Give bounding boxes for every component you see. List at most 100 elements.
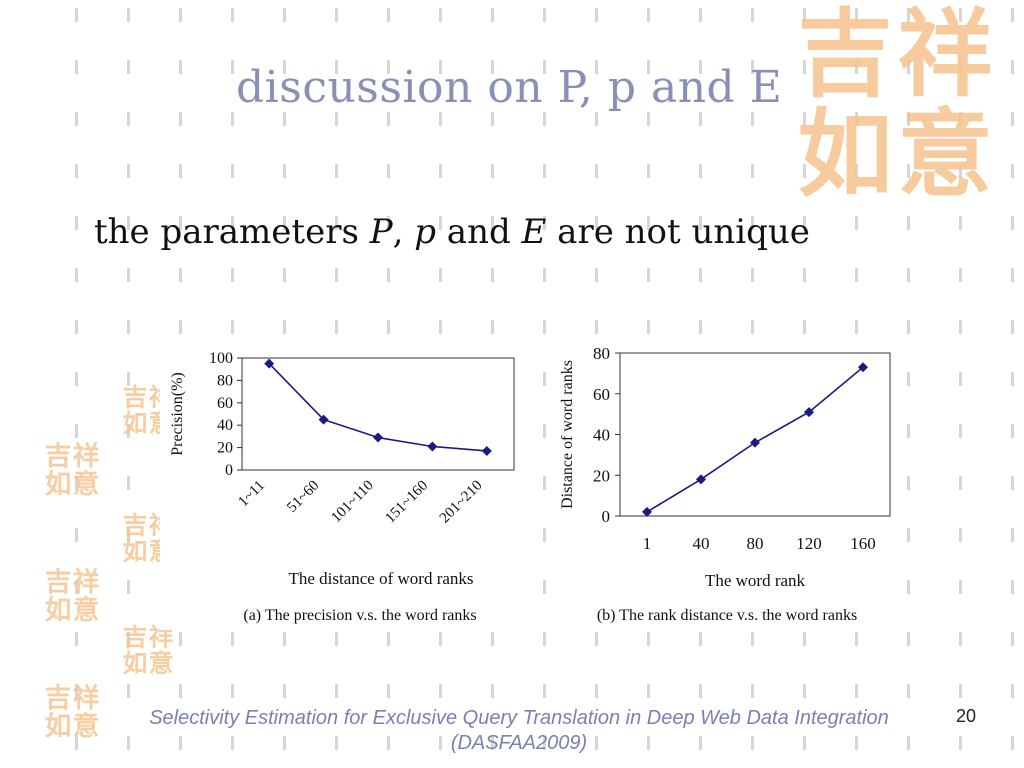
grid-mark xyxy=(907,424,910,438)
grid-mark xyxy=(803,632,806,646)
grid-mark xyxy=(179,216,182,230)
grid-mark xyxy=(647,8,650,22)
grid-mark xyxy=(959,268,962,282)
grid-mark xyxy=(127,216,130,230)
grid-mark xyxy=(855,736,858,750)
grid-mark xyxy=(855,8,858,22)
y-tick-label: 100 xyxy=(209,350,233,367)
grid-mark xyxy=(231,216,234,230)
grid-mark xyxy=(595,164,598,178)
seal-char: 吉 xyxy=(123,510,148,539)
seal-char: 如 xyxy=(797,100,892,210)
grid-mark xyxy=(647,684,650,698)
grid-mark xyxy=(387,684,390,698)
grid-mark xyxy=(335,320,338,334)
seal-char: 祥 xyxy=(73,441,100,472)
grid-mark xyxy=(127,424,130,438)
grid-mark xyxy=(543,424,546,438)
grid-mark xyxy=(231,736,234,750)
subtitle-var-p: p xyxy=(414,212,436,252)
grid-mark xyxy=(387,268,390,282)
seal-stamp-decoration: 吉祥如意 xyxy=(123,622,174,677)
seal-char: 如 xyxy=(123,536,148,565)
grid-mark xyxy=(231,60,234,74)
grid-mark xyxy=(907,8,910,22)
grid-mark xyxy=(803,268,806,282)
grid-mark xyxy=(439,736,442,750)
grid-mark xyxy=(75,164,78,178)
subtitle-text-4: are not unique xyxy=(546,212,810,252)
grid-mark xyxy=(283,8,286,22)
grid-mark xyxy=(283,112,286,126)
grid-mark xyxy=(855,320,858,334)
grid-mark xyxy=(751,112,754,126)
grid-mark xyxy=(647,112,650,126)
grid-mark xyxy=(127,112,130,126)
grid-mark xyxy=(959,372,962,386)
grid-mark xyxy=(1011,164,1014,178)
grid-mark xyxy=(491,320,494,334)
grid-mark xyxy=(907,528,910,542)
x-tick-label: 101~110 xyxy=(328,478,376,526)
grid-mark xyxy=(543,372,546,386)
grid-mark xyxy=(439,164,442,178)
grid-mark xyxy=(387,216,390,230)
grid-mark xyxy=(387,8,390,22)
seal-char: 意 xyxy=(73,595,100,626)
grid-mark xyxy=(907,684,910,698)
grid-mark xyxy=(1011,736,1014,750)
grid-mark xyxy=(647,320,650,334)
grid-mark xyxy=(439,632,442,646)
data-point-marker xyxy=(642,506,652,517)
grid-mark xyxy=(127,632,130,646)
grid-mark xyxy=(907,164,910,178)
grid-mark xyxy=(699,112,702,126)
grid-mark xyxy=(439,268,442,282)
grid-mark xyxy=(543,164,546,178)
grid-mark xyxy=(335,216,338,230)
grid-mark xyxy=(595,112,598,126)
grid-mark xyxy=(543,268,546,282)
grid-mark xyxy=(75,268,78,282)
grid-mark xyxy=(699,632,702,646)
grid-mark xyxy=(491,60,494,74)
x-tick-label: 1 xyxy=(643,534,652,553)
grid-mark xyxy=(1011,580,1014,594)
grid-mark xyxy=(855,684,858,698)
grid-mark xyxy=(959,684,962,698)
grid-mark xyxy=(699,268,702,282)
seal-stamp-decoration: 吉祥如意 xyxy=(797,0,992,210)
y-tick-label: 60 xyxy=(593,385,610,404)
grid-mark xyxy=(1011,8,1014,22)
grid-mark xyxy=(127,8,130,22)
grid-mark xyxy=(907,736,910,750)
grid-mark xyxy=(907,320,910,334)
grid-mark xyxy=(751,164,754,178)
grid-mark xyxy=(543,684,546,698)
grid-mark xyxy=(75,216,78,230)
grid-mark xyxy=(1011,60,1014,74)
grid-mark xyxy=(335,736,338,750)
grid-mark xyxy=(439,216,442,230)
y-axis-label: Distance of word ranks xyxy=(559,360,576,509)
grid-mark xyxy=(127,476,130,490)
grid-mark xyxy=(231,112,234,126)
grid-mark xyxy=(387,632,390,646)
grid-mark xyxy=(179,112,182,126)
grid-mark xyxy=(231,320,234,334)
grid-mark xyxy=(543,320,546,334)
subtitle-text-3: and xyxy=(435,212,522,252)
grid-mark xyxy=(1011,632,1014,646)
grid-mark xyxy=(803,736,806,750)
grid-mark xyxy=(127,528,130,542)
grid-mark xyxy=(907,112,910,126)
grid-mark xyxy=(803,60,806,74)
y-tick-label: 40 xyxy=(593,426,610,445)
grid-mark xyxy=(595,60,598,74)
grid-mark xyxy=(335,268,338,282)
grid-mark xyxy=(283,736,286,750)
grid-mark xyxy=(231,164,234,178)
x-tick-label: 80 xyxy=(747,534,764,553)
grid-mark xyxy=(543,112,546,126)
grid-mark xyxy=(647,268,650,282)
